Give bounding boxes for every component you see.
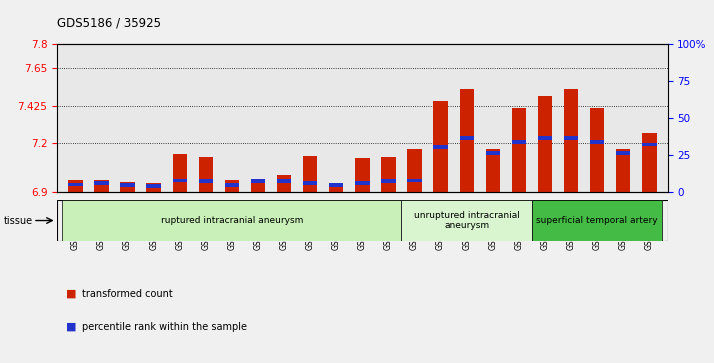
Bar <box>642 143 656 146</box>
Bar <box>62 200 401 241</box>
Bar <box>355 158 370 192</box>
Bar <box>408 179 422 182</box>
Text: superficial temporal artery: superficial temporal artery <box>536 216 658 225</box>
Bar <box>198 179 213 183</box>
Bar <box>381 157 396 192</box>
Text: ■: ■ <box>66 289 76 299</box>
Bar <box>590 108 604 192</box>
Bar <box>486 151 500 155</box>
Bar <box>408 148 422 192</box>
Bar <box>121 183 135 187</box>
Bar <box>69 180 83 192</box>
Bar <box>486 148 500 192</box>
Bar <box>225 183 239 187</box>
Bar <box>94 181 109 185</box>
Bar <box>94 180 109 192</box>
Text: tissue: tissue <box>4 216 33 225</box>
Bar <box>329 183 343 187</box>
Text: ruptured intracranial aneurysm: ruptured intracranial aneurysm <box>161 216 303 225</box>
Bar <box>538 95 552 192</box>
Text: percentile rank within the sample: percentile rank within the sample <box>82 322 247 332</box>
Bar <box>146 184 161 188</box>
Bar <box>616 151 630 155</box>
Bar <box>303 181 317 185</box>
Bar <box>69 183 83 186</box>
Text: unruptured intracranial
aneurysm: unruptured intracranial aneurysm <box>414 211 520 230</box>
Bar <box>303 156 317 192</box>
Text: transformed count: transformed count <box>82 289 173 299</box>
Bar <box>642 133 656 192</box>
Bar <box>277 179 291 183</box>
Bar <box>564 136 578 140</box>
Bar <box>433 101 448 192</box>
Bar <box>512 108 526 192</box>
Bar <box>225 180 239 192</box>
Bar <box>616 148 630 192</box>
Text: GDS5186 / 35925: GDS5186 / 35925 <box>57 16 161 29</box>
Text: ■: ■ <box>66 322 76 332</box>
Bar <box>173 179 187 182</box>
Bar <box>329 184 343 192</box>
Bar <box>121 182 135 192</box>
Bar <box>460 89 474 192</box>
Bar <box>590 140 604 144</box>
Bar <box>277 175 291 192</box>
Bar <box>538 136 552 140</box>
Bar <box>564 89 578 192</box>
Bar <box>198 157 213 192</box>
Bar <box>401 200 532 241</box>
Bar <box>251 179 265 183</box>
Bar <box>532 200 663 241</box>
Bar <box>146 183 161 192</box>
Bar <box>173 154 187 192</box>
Bar <box>355 181 370 185</box>
Bar <box>460 136 474 140</box>
Bar <box>251 180 265 192</box>
Bar <box>512 140 526 144</box>
Bar <box>381 179 396 183</box>
Bar <box>433 145 448 149</box>
